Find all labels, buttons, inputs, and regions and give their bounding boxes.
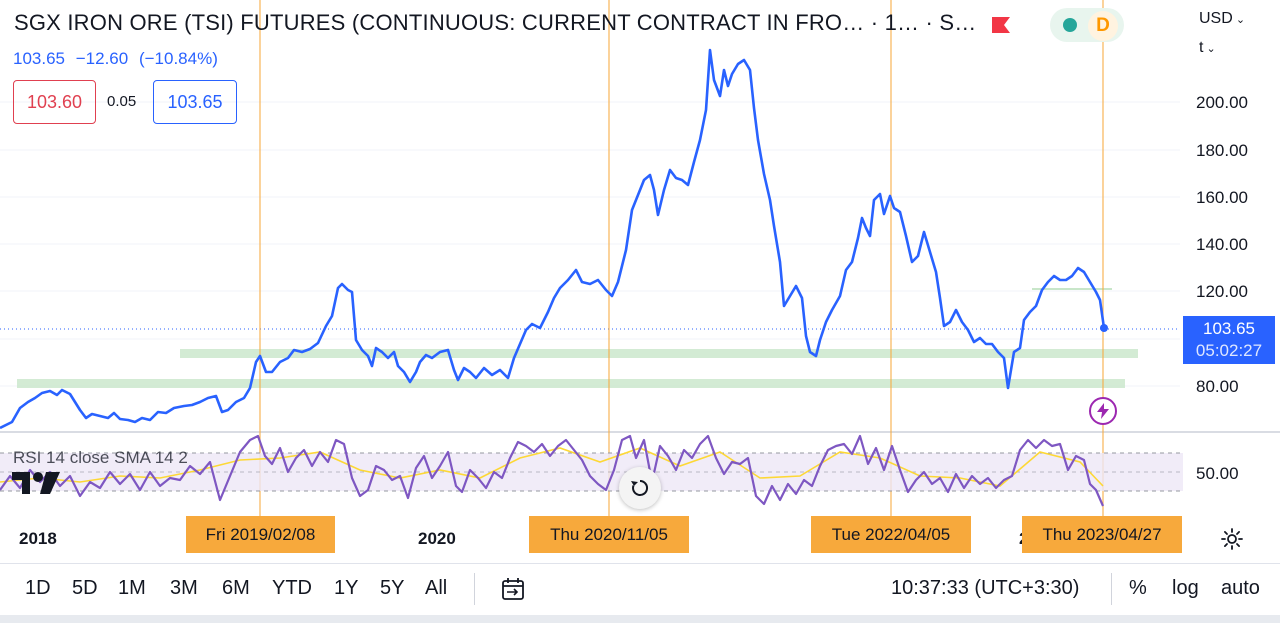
- chevron-down-icon: ⌄: [1203, 43, 1216, 55]
- price-series-line[interactable]: [0, 48, 1106, 430]
- chevron-down-icon: ⌄: [1232, 14, 1246, 26]
- replay-button[interactable]: [619, 467, 661, 509]
- price-tick: 200.00: [1196, 93, 1248, 112]
- chart-canvas[interactable]: [0, 0, 1280, 563]
- range-5y-button[interactable]: 5Y: [380, 577, 405, 599]
- range-3m-button[interactable]: 3M: [170, 577, 198, 599]
- price-tick: 80.00: [1196, 377, 1239, 396]
- tradingview-logo[interactable]: [12, 470, 64, 496]
- timezone-clock[interactable]: 10:37:33 (UTC+3:30): [891, 577, 1080, 599]
- support-zone-lower[interactable]: [17, 379, 1125, 388]
- rsi-indicator-label[interactable]: RSI 14 close SMA 14 2: [13, 448, 188, 467]
- bottom-strip: [0, 615, 1280, 623]
- log-scale-toggle[interactable]: log: [1172, 577, 1199, 599]
- bar-countdown: 05:02:27: [1195, 341, 1263, 360]
- change-value: −12.60: [75, 49, 129, 68]
- symbol-title[interactable]: SGX IRON ORE (TSI) FUTURES (CONTINUOUS: …: [14, 10, 977, 35]
- current-price-label: 103.65 05:02:27: [1183, 316, 1275, 364]
- crosshair-lines: [259, 0, 1104, 516]
- crosshair-date-tag: Tue 2022/04/05: [811, 516, 971, 553]
- status-dot-icon: [1063, 18, 1077, 32]
- range-1d-button[interactable]: 1D: [25, 577, 51, 599]
- price-tick: 140.00: [1196, 235, 1248, 254]
- rsi-tick: 50.00: [1196, 464, 1239, 483]
- currency-selector[interactable]: USD ⌄: [1199, 10, 1245, 28]
- crosshair-date-tag: Thu 2020/11/05: [529, 516, 689, 553]
- price-tick: 160.00: [1196, 188, 1248, 207]
- change-percent: (−10.84%): [138, 49, 218, 68]
- price-tick: 180.00: [1196, 141, 1248, 160]
- time-axis-year: 2020: [418, 529, 456, 548]
- bottom-toolbar: [0, 563, 1280, 616]
- last-price-dot: [1100, 324, 1108, 332]
- lightning-icon: [1097, 403, 1109, 419]
- price-change-row: 103.65 −12.60 (−10.84%): [13, 49, 224, 69]
- grid: [0, 101, 1180, 387]
- price-tick: 120.00: [1196, 282, 1248, 301]
- replay-icon: [631, 479, 649, 496]
- unit-label: t: [1199, 39, 1204, 56]
- range-6m-button[interactable]: 6M: [222, 577, 250, 599]
- calendar-icon[interactable]: [500, 576, 526, 602]
- flag-icon[interactable]: [990, 14, 1012, 36]
- current-price-value: 103.65: [1203, 319, 1255, 338]
- last-price: 103.65: [13, 49, 65, 68]
- range-5d-button[interactable]: 5D: [72, 577, 98, 599]
- crosshair-date-tag: Thu 2023/04/27: [1022, 516, 1182, 553]
- gear-icon[interactable]: [1220, 527, 1244, 551]
- range-all-button[interactable]: All: [425, 577, 448, 599]
- buy-button[interactable]: 103.65: [153, 80, 237, 124]
- crosshair-date-tag: Fri 2019/02/08: [186, 516, 335, 553]
- rsi-line: [0, 434, 1105, 507]
- currency-label: USD: [1199, 10, 1233, 27]
- spread-value: 0.05: [107, 93, 137, 110]
- rsi-sma-line: [0, 447, 1104, 487]
- sell-button[interactable]: 103.60: [13, 80, 96, 124]
- support-zone-upper[interactable]: [180, 349, 1138, 358]
- alert-lightning-button[interactable]: [1089, 397, 1117, 425]
- toolbar-divider: [474, 573, 475, 605]
- unit-selector[interactable]: t ⌄: [1199, 39, 1216, 57]
- time-axis-year: 2018: [19, 529, 57, 548]
- range-1y-button[interactable]: 1Y: [334, 577, 359, 599]
- range-1m-button[interactable]: 1M: [118, 577, 146, 599]
- percent-scale-toggle[interactable]: %: [1129, 577, 1147, 599]
- toolbar-divider: [1111, 573, 1112, 605]
- data-delay-badge[interactable]: D: [1088, 11, 1118, 41]
- auto-scale-toggle[interactable]: auto: [1221, 577, 1260, 599]
- range-ytd-button[interactable]: YTD: [272, 577, 312, 599]
